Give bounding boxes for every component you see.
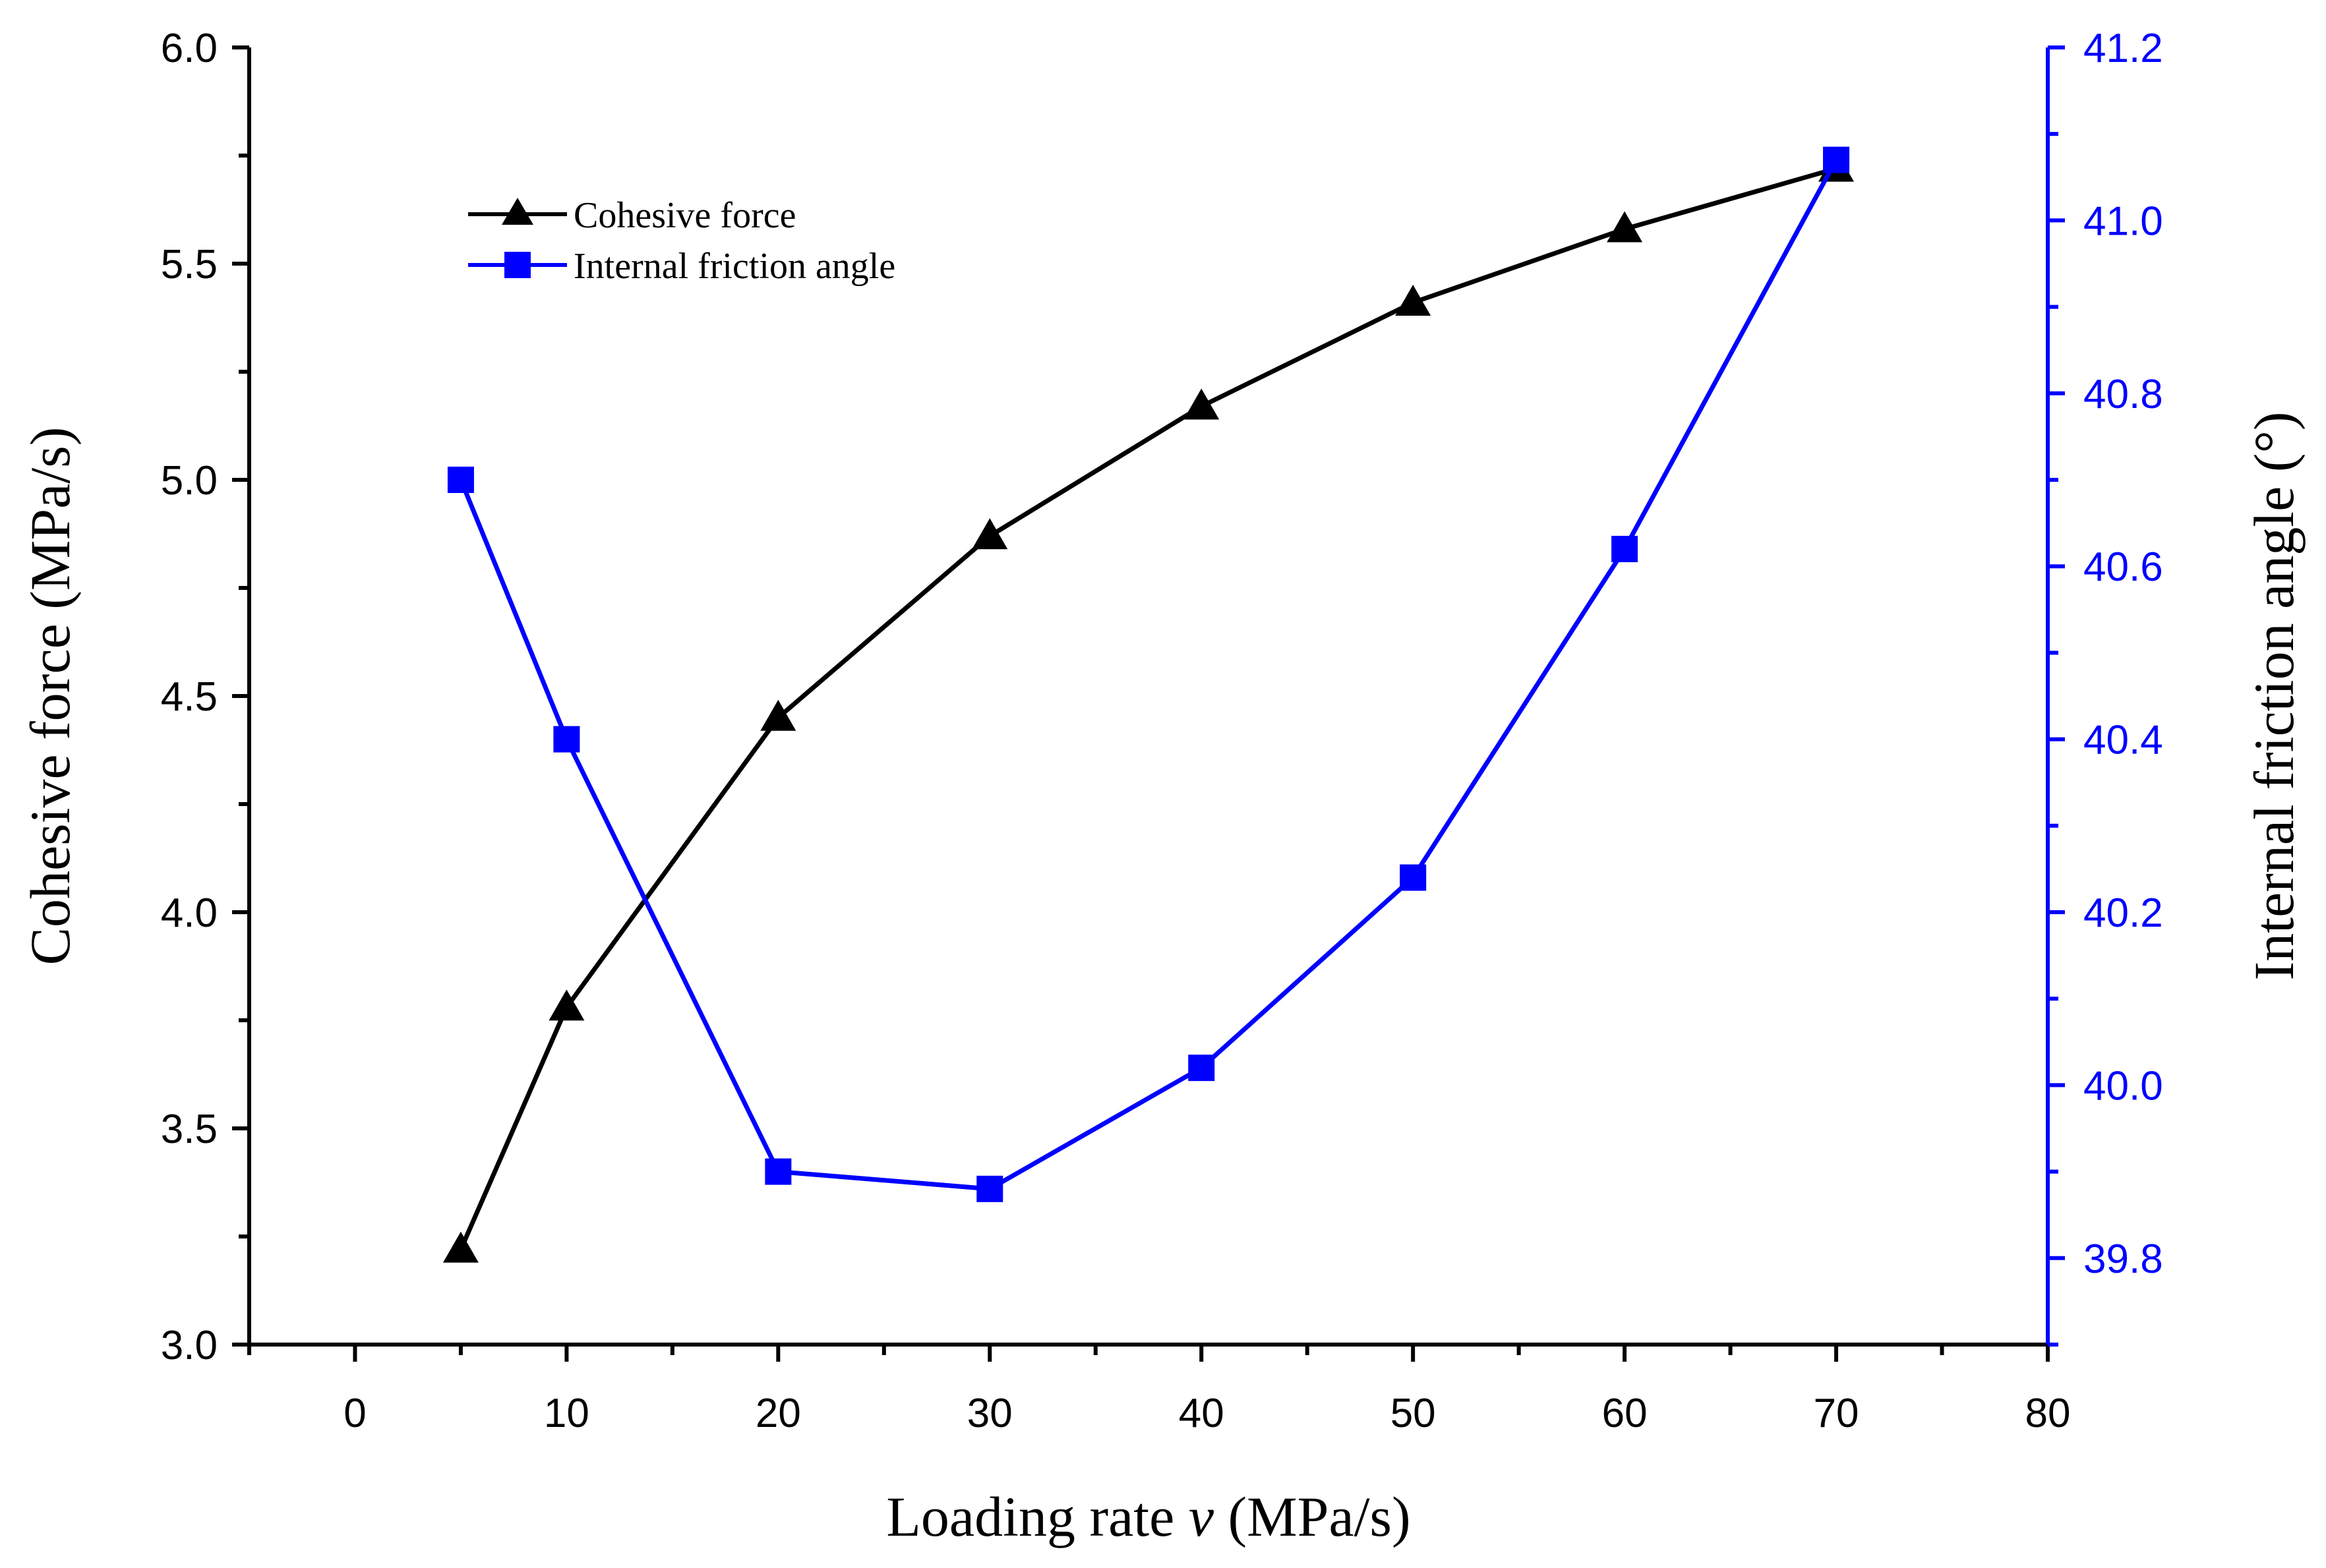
x-tick-label: 70 bbox=[1814, 1391, 1859, 1436]
y-ticks-left: 3.0 3.5 4.0 4.5 5.0 5.5 6.0 bbox=[161, 26, 249, 1368]
data-point-square bbox=[1823, 146, 1850, 173]
x-tick-label: 80 bbox=[2025, 1391, 2071, 1436]
y-axis-label-right: Internal friction angle (°) bbox=[2242, 412, 2306, 981]
y-tick-label: 5.5 bbox=[161, 242, 218, 287]
data-point-triangle bbox=[442, 1231, 479, 1263]
y2-tick-label: 40.8 bbox=[2083, 372, 2163, 417]
y2-tick-label: 39.8 bbox=[2083, 1236, 2163, 1282]
y2-tick-label: 40.6 bbox=[2083, 544, 2163, 590]
data-point-triangle bbox=[972, 518, 1008, 550]
data-point-triangle bbox=[1395, 285, 1431, 316]
series-line-cohesive-force bbox=[458, 166, 1837, 1251]
legend-marker-square bbox=[504, 252, 531, 278]
y2-tick-label: 41.0 bbox=[2083, 198, 2163, 244]
data-point-square bbox=[1400, 864, 1427, 891]
data-point-triangle bbox=[1183, 388, 1220, 420]
x-ticks: 0 10 20 30 40 50 60 70 80 bbox=[247, 1345, 2071, 1436]
data-point-triangle bbox=[760, 699, 796, 731]
y-ticks-right: 39.8 40.0 40.2 40.4 40.6 40.8 41.0 41.2 bbox=[2048, 26, 2163, 1347]
data-point-square bbox=[1611, 535, 1638, 562]
y-tick-label: 3.0 bbox=[161, 1323, 218, 1368]
y-tick-label: 4.5 bbox=[161, 674, 218, 720]
y-tick-label: 4.0 bbox=[161, 890, 218, 936]
y-tick-label: 3.5 bbox=[161, 1107, 218, 1152]
legend-label-friction: Internal friction angle bbox=[574, 246, 895, 287]
series-line-internal-friction-angle bbox=[458, 158, 1839, 1192]
legend: Cohesive force Internal friction angle bbox=[468, 195, 895, 287]
legend-label-cohesive: Cohesive force bbox=[574, 195, 796, 236]
x-axis-label: Loading rate v (MPa/s) bbox=[886, 1485, 1410, 1548]
x-tick-label: 10 bbox=[544, 1391, 589, 1436]
x-tick-label: 20 bbox=[756, 1391, 801, 1436]
y-tick-label: 5.0 bbox=[161, 458, 218, 504]
data-point-square bbox=[1188, 1055, 1215, 1082]
y-tick-label: 6.0 bbox=[161, 26, 218, 71]
series-layer bbox=[442, 146, 1855, 1263]
x-tick-label: 50 bbox=[1390, 1391, 1436, 1436]
y-axis-label-left: Cohesive force (MPa/s) bbox=[18, 427, 82, 966]
data-point-square bbox=[447, 467, 474, 493]
legend-marker-triangle bbox=[502, 198, 533, 225]
y2-tick-label: 40.2 bbox=[2083, 890, 2163, 936]
data-point-square bbox=[765, 1158, 792, 1185]
y2-tick-label: 40.4 bbox=[2083, 718, 2163, 763]
x-tick-label: 40 bbox=[1179, 1391, 1224, 1436]
x-tick-label: 0 bbox=[343, 1391, 366, 1436]
data-point-square bbox=[553, 726, 580, 753]
data-point-triangle bbox=[1607, 211, 1643, 243]
x-tick-label: 30 bbox=[967, 1391, 1013, 1436]
data-point-triangle bbox=[549, 989, 585, 1021]
y2-tick-label: 40.0 bbox=[2083, 1063, 2163, 1109]
y2-tick-label: 41.2 bbox=[2083, 26, 2163, 71]
data-point-square bbox=[976, 1175, 1003, 1202]
x-tick-label: 60 bbox=[1602, 1391, 1648, 1436]
